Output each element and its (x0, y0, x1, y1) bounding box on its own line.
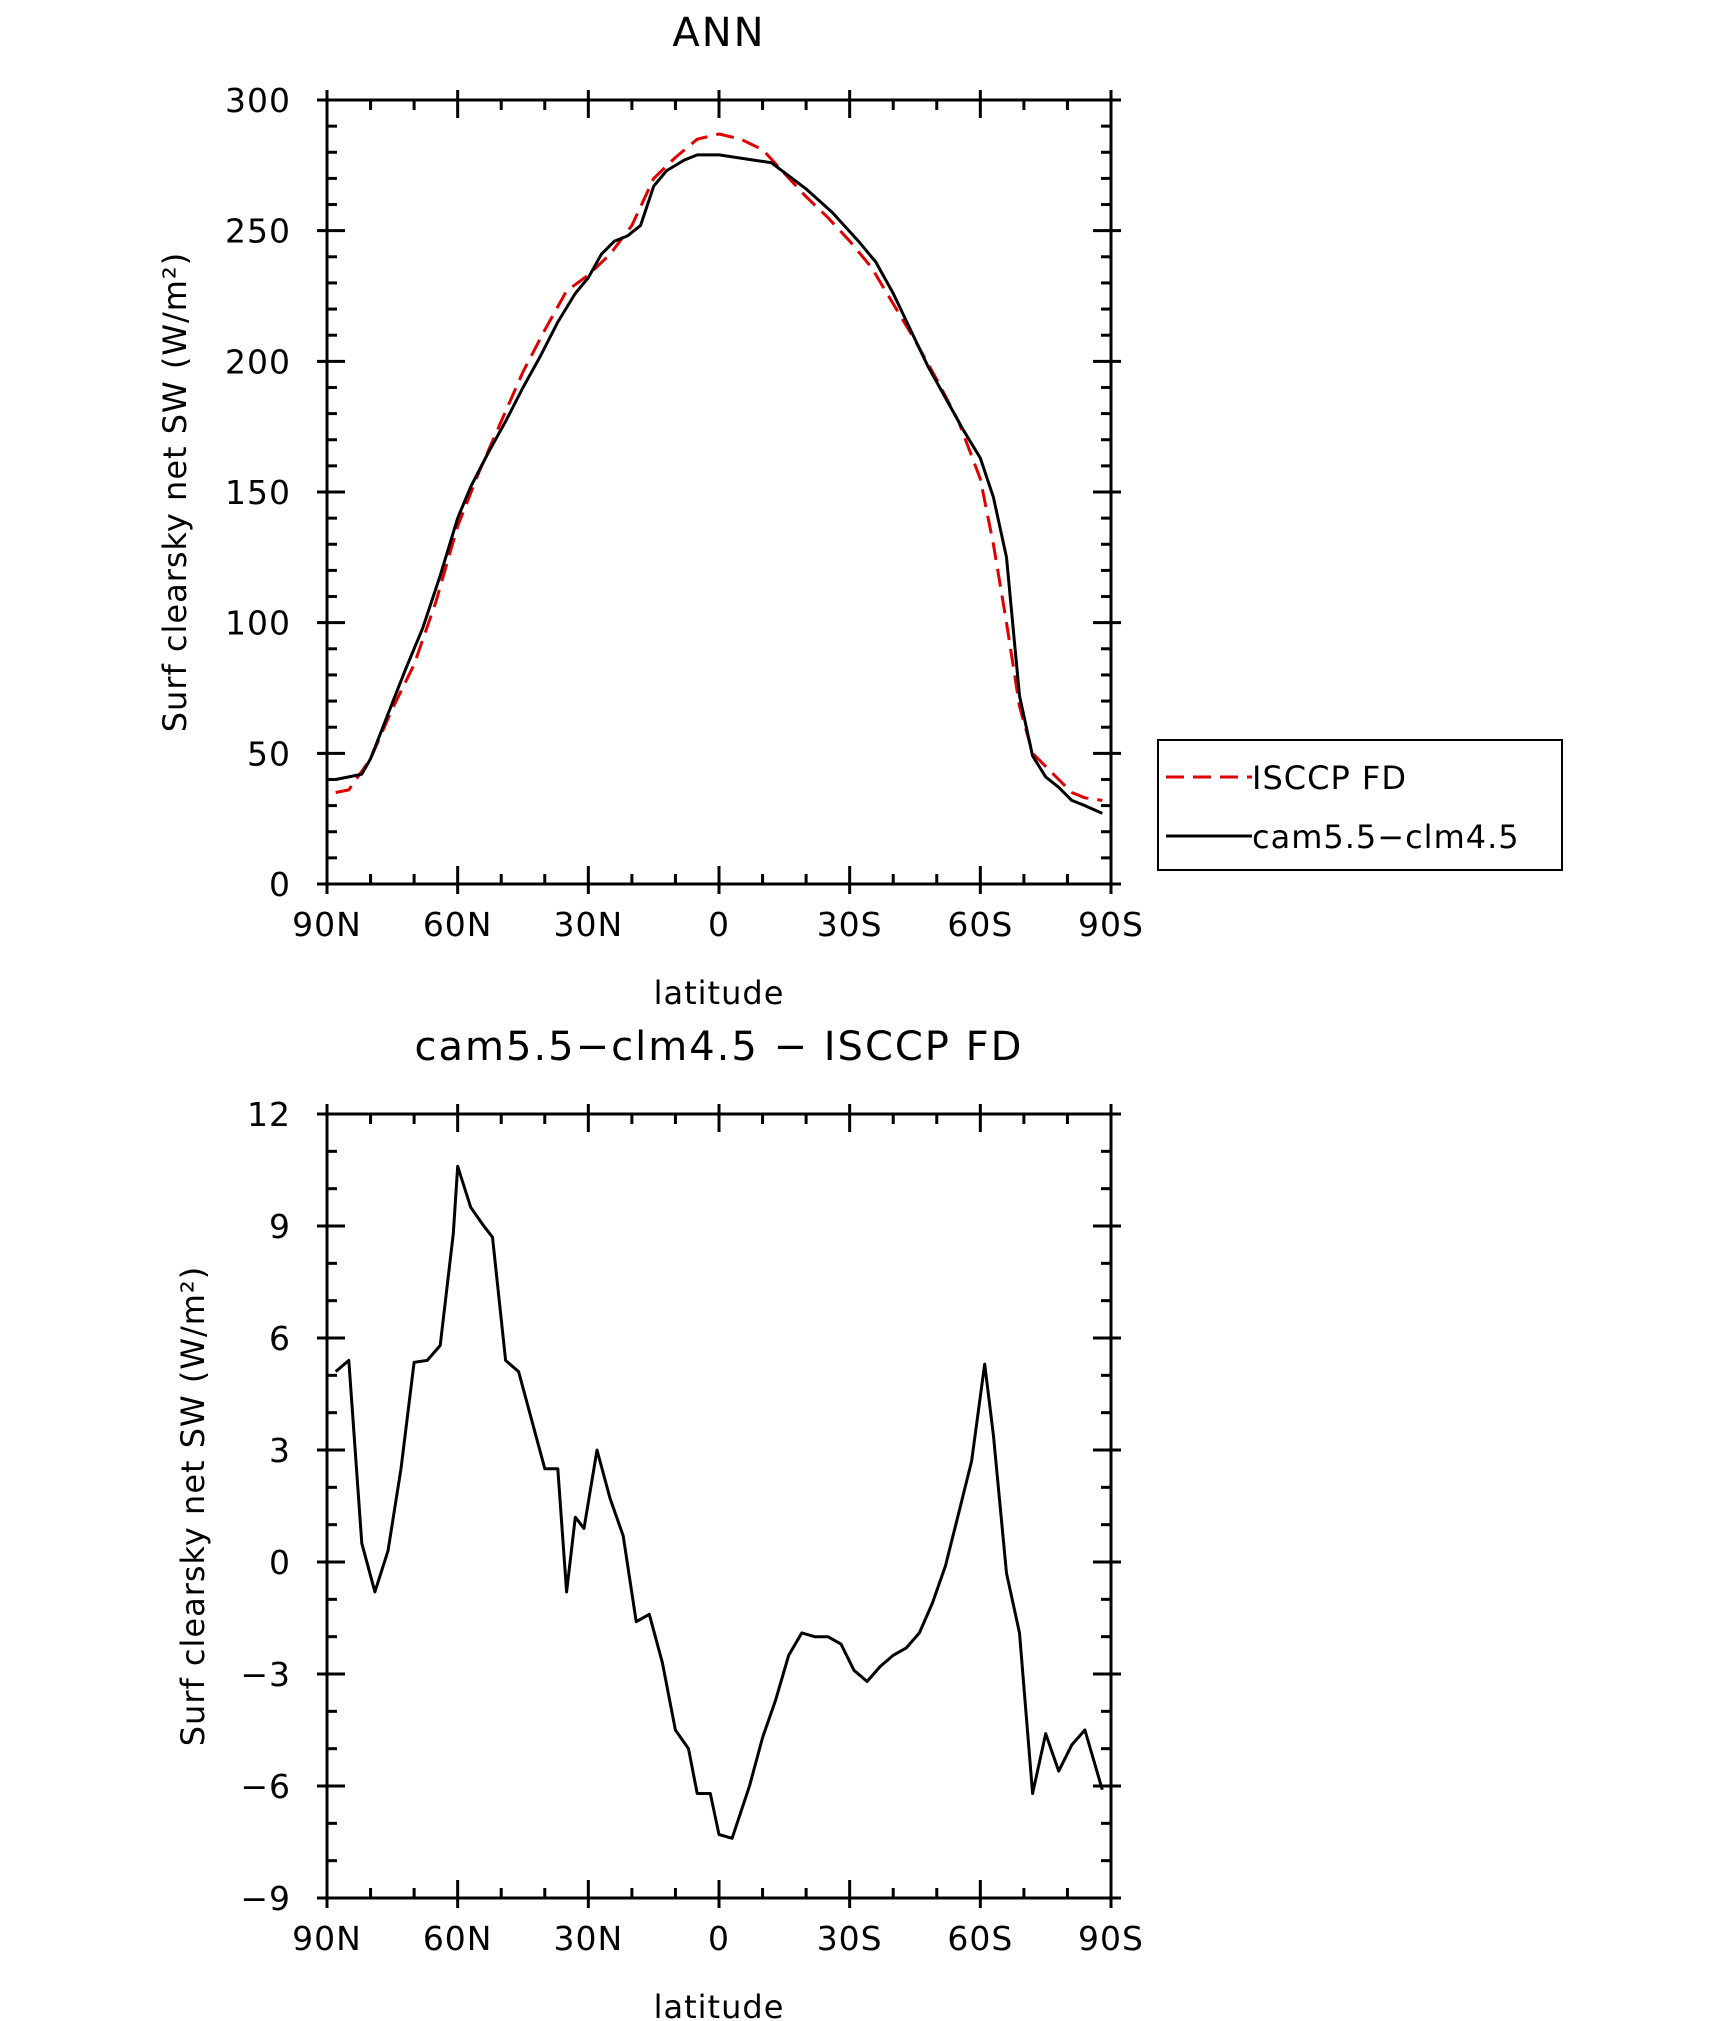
x-tick-label: 60S (947, 905, 1013, 944)
series-line-isccp (335, 132, 1103, 802)
y-tick-label: 3 (269, 1431, 291, 1470)
x-tick-label: 90S (1078, 905, 1144, 944)
y-tick-label: −6 (240, 1767, 291, 1806)
x-axis-label: latitude (654, 1988, 785, 2021)
annual-mean-chart: ANN 90N 60N 30N 0 30S 60S 90S 0 50 100 150 200 250 3… (156, 10, 1563, 1012)
legend-label-isccp: ISCCP FD (1252, 759, 1407, 797)
plot-frame (325, 98, 1113, 886)
y-tick-label: 150 (225, 473, 291, 512)
series-layer (334, 1164, 1104, 1840)
x-axis-label: latitude (654, 974, 785, 1012)
plot-frame (325, 1112, 1113, 1900)
chart-title: cam5.5−clm4.5 − ISCCP FD (415, 1024, 1024, 1070)
y-tick-label: 0 (269, 865, 291, 904)
y-tick-labels: −9 −6 −3 0 3 6 9 12 (240, 1095, 291, 1918)
y-tick-label: 100 (225, 604, 291, 643)
series-line-model (335, 153, 1103, 815)
series-line-difference (334, 1164, 1104, 1840)
x-tick-label: 0 (708, 1919, 730, 1958)
x-tick-label: 90N (292, 1919, 362, 1958)
tick-marks (317, 90, 1121, 894)
y-tick-label: −3 (240, 1655, 291, 1694)
y-tick-label: 6 (269, 1319, 291, 1358)
x-tick-label: 30S (817, 1919, 883, 1958)
legend-box (1157, 739, 1563, 871)
legend: ISCCP FD cam5.5−clm4.5 (1157, 739, 1563, 871)
y-tick-label: 12 (247, 1095, 291, 1134)
y-tick-label: −9 (240, 1879, 291, 1918)
x-tick-labels: 90N 60N 30N 0 30S 60S 90S (292, 1919, 1144, 1958)
x-tick-label: 90S (1078, 1919, 1144, 1958)
x-tick-labels: 90N 60N 30N 0 30S 60S 90S (292, 905, 1144, 944)
y-axis-label: Surf clearsky net SW (W/m²) (174, 1266, 212, 1747)
x-tick-label: 30N (553, 1919, 623, 1958)
x-tick-label: 60S (947, 1919, 1013, 1958)
y-tick-label: 250 (225, 212, 291, 251)
y-tick-label: 0 (269, 1543, 291, 1582)
y-axis-label: Surf clearsky net SW (W/m²) (156, 252, 194, 733)
x-tick-label: 60N (423, 905, 493, 944)
y-tick-label: 300 (225, 81, 291, 120)
series-layer (335, 132, 1103, 815)
y-tick-label: 50 (247, 734, 291, 773)
y-tick-label: 200 (225, 342, 291, 381)
x-tick-label: 30S (817, 905, 883, 944)
x-tick-label: 30N (553, 905, 623, 944)
tick-marks (317, 1104, 1121, 1908)
y-tick-labels: 0 50 100 150 200 250 300 (225, 81, 291, 904)
x-tick-label: 60N (423, 1919, 493, 1958)
legend-label-model: cam5.5−clm4.5 (1252, 818, 1520, 856)
chart-title: ANN (672, 10, 765, 56)
x-tick-label: 90N (292, 905, 362, 944)
y-tick-label: 9 (269, 1207, 291, 1246)
x-tick-label: 0 (708, 905, 730, 944)
difference-chart: cam5.5−clm4.5 − ISCCP FD 90N 60N 30N 0 30S 60… (174, 1024, 1144, 2021)
